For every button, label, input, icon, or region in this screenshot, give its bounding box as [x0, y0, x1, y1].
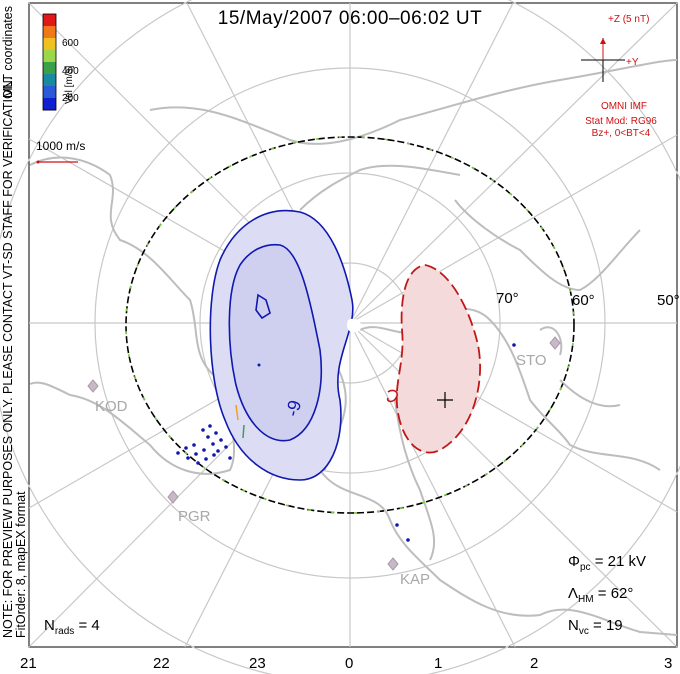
nvc-value: = 19	[593, 617, 623, 634]
latitude-label-50: 50°	[657, 292, 680, 309]
phi-pc-value: = 21 kV	[594, 553, 646, 570]
color-bar-segment	[43, 86, 56, 99]
station-marker-sto	[549, 336, 561, 350]
map-title: 15/May/2007 06:00–06:02 UT	[217, 8, 483, 29]
vector-scale-label: 1000 m/s	[36, 139, 86, 153]
color-scale-tick-600: 600	[62, 38, 79, 49]
phi-pc-stat: Φpc = 21 kV	[568, 553, 646, 573]
latitude-label-60: 60°	[572, 292, 595, 309]
mlt-tick-21: 21	[20, 655, 37, 672]
mlt-tick-3: 3	[664, 655, 673, 672]
vector-green	[242, 424, 245, 439]
station-label-kap: KAP	[400, 571, 431, 588]
color-bar-segment	[43, 62, 56, 75]
nrads-symbol: N	[44, 617, 55, 634]
imf-model: Stat Mod: RG96	[585, 116, 657, 127]
preview-note: NOTE: FOR PREVIEW PURPOSES ONLY. PLEASE …	[1, 77, 28, 638]
mlt-tick-23: 23	[249, 655, 266, 672]
hm-boundary	[125, 136, 575, 514]
phi-pc-subscript: pc	[579, 562, 591, 573]
nvc-subscript: vc	[578, 626, 589, 637]
mlt-tick-22: 22	[153, 655, 170, 672]
station-marker-kap	[387, 557, 399, 571]
nrads-value: = 4	[78, 617, 100, 634]
plot-frame	[28, 2, 678, 648]
station-label-pgr: PGR	[178, 508, 211, 525]
station-label-kod: KOD	[95, 398, 128, 415]
color-bar-segment	[43, 38, 56, 51]
station-marker-pgr	[167, 490, 179, 504]
imf-y-label: +Y	[626, 57, 639, 68]
station-label-sto: STO	[516, 352, 547, 369]
negative-cell	[209, 209, 354, 481]
preview-note-line-2: FitOrder: 8, mapEX format	[14, 491, 28, 638]
vector-scale-origin	[36, 160, 40, 164]
lambda-hm-subscript: HM	[578, 594, 594, 605]
nvc-stat: Nvc = 19	[568, 617, 623, 637]
color-bar-segment	[43, 98, 56, 111]
nvc-symbol: N	[568, 617, 579, 634]
color-bar	[42, 13, 57, 111]
color-bar-outline	[42, 13, 57, 111]
imf-arrowhead	[600, 38, 606, 44]
color-bar-segment	[43, 50, 56, 63]
imf-condition: Bz+, 0<BT<4	[591, 128, 651, 139]
radar-stations	[87, 336, 561, 571]
imf-source: OMNI IMF	[600, 101, 648, 112]
latitude-label-70: 70°	[496, 290, 519, 307]
lambda-hm-stat: ΛHM = 62°	[568, 585, 633, 605]
mlt-tick-1: 1	[434, 655, 443, 672]
positive-cell-label-mark	[386, 389, 398, 403]
lambda-hm-value: = 62°	[597, 585, 634, 602]
nrads-subscript: rads	[54, 626, 75, 637]
color-scale-tick-200: 200	[62, 93, 79, 104]
station-marker-kod	[87, 379, 99, 393]
positive-cell-contour	[395, 264, 481, 454]
velocity-vectors	[176, 343, 516, 542]
color-bar-segment	[43, 74, 56, 87]
negative-cell-minimum	[257, 363, 261, 367]
color-scale-tick-400: 400	[62, 66, 79, 77]
nrads-stat: Nrads = 4	[44, 617, 100, 637]
negative-cell-inner-contour	[255, 293, 271, 320]
positive-cell-maximum	[437, 392, 453, 408]
vector-orange	[235, 404, 239, 421]
mlt-tick-0: 0	[345, 655, 354, 672]
imf-z-label: +Z (5 nT)	[608, 14, 650, 25]
pole-region	[346, 318, 362, 333]
mlt-tick-2: 2	[530, 655, 539, 672]
mlt-coordinates-label: MLT coordinates	[1, 6, 15, 98]
negative-cell-mid-contour	[228, 243, 323, 442]
positive-cell	[386, 264, 481, 454]
lambda-hm-symbol: Λ	[568, 585, 579, 602]
phi-pc-symbol: Φ	[568, 553, 580, 570]
color-bar-segment	[43, 26, 56, 39]
color-bar-segment	[43, 14, 56, 27]
